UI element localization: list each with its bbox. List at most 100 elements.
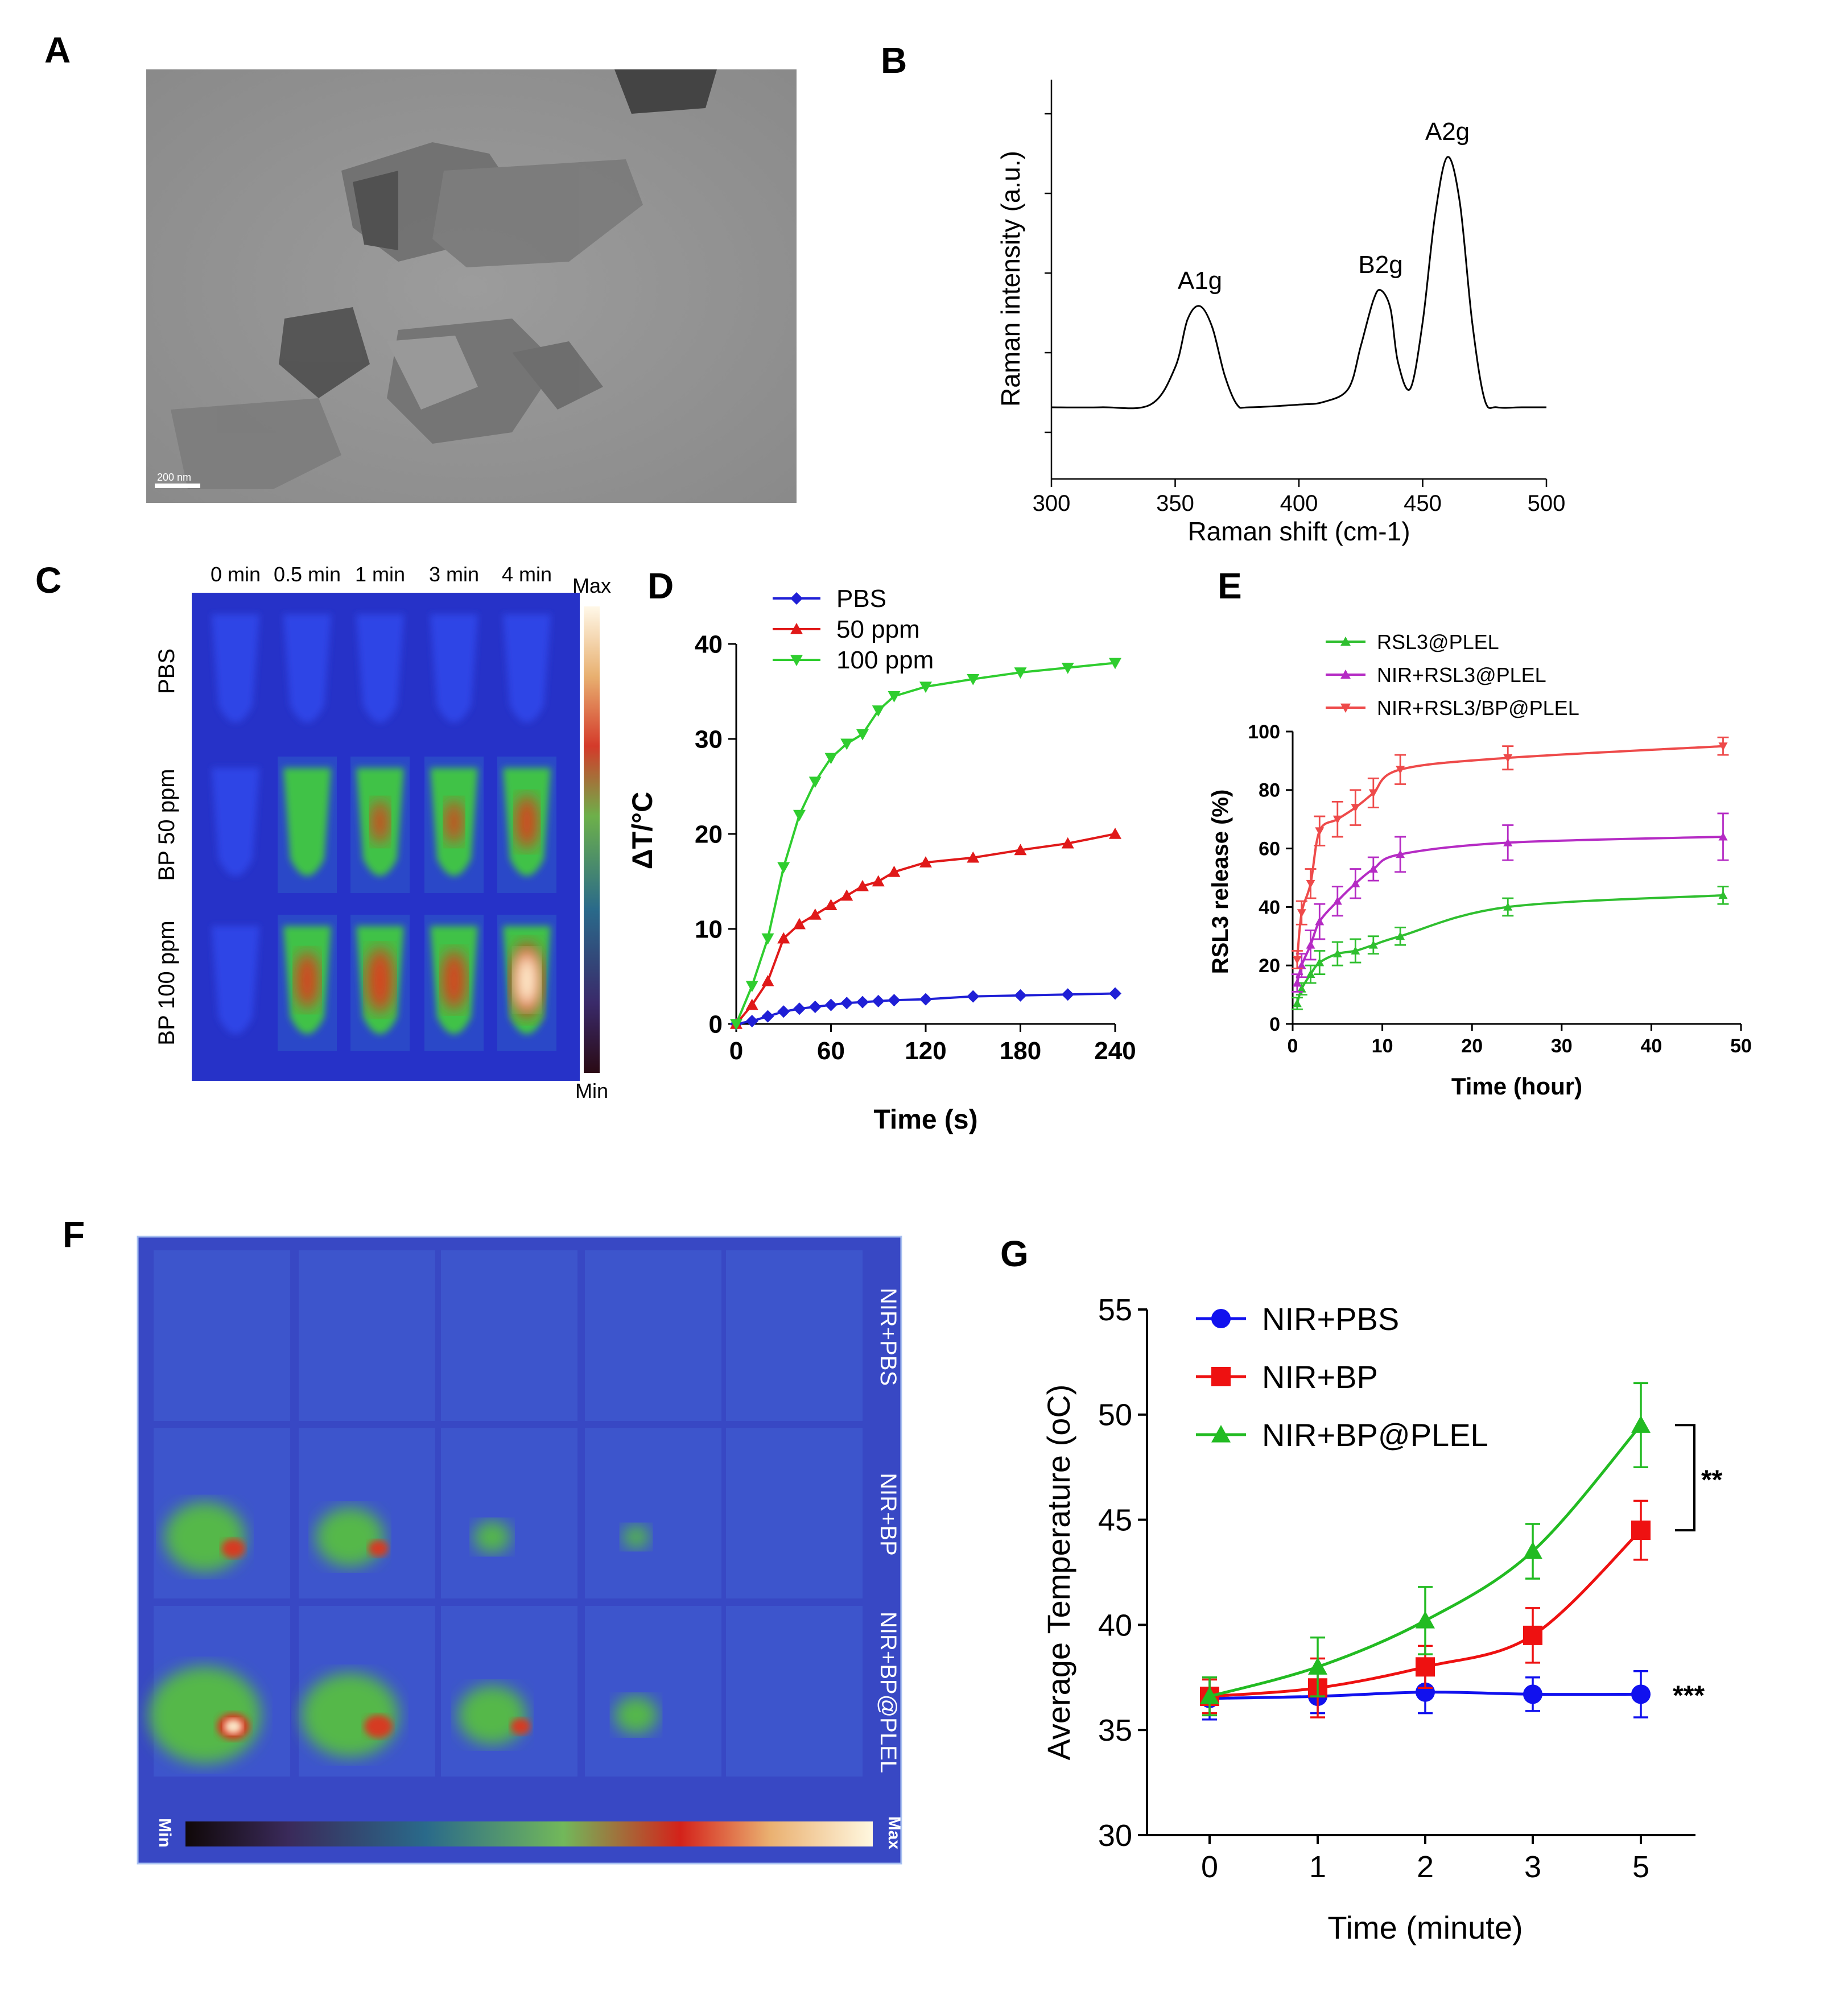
data-point	[1503, 754, 1513, 763]
column-label: 4 min	[502, 563, 552, 586]
x-tick-label: 500	[1528, 491, 1566, 516]
y-tick-label: 50	[1098, 1398, 1132, 1432]
data-point	[793, 809, 806, 821]
panel-letter-b: B	[881, 40, 907, 81]
scale-bar	[155, 484, 200, 488]
legend-marker	[1211, 1425, 1231, 1443]
y-axis-title: Average Temperature (oC)	[1041, 1385, 1076, 1761]
data-point	[1292, 999, 1302, 1007]
y-tick-label: 40	[1259, 897, 1280, 918]
y-tick-label: 30	[695, 725, 723, 753]
panel-letter-g: G	[1000, 1233, 1029, 1274]
panel-letter-c: C	[35, 560, 61, 601]
panel-letter-f: F	[63, 1214, 85, 1255]
data-point	[1297, 961, 1306, 969]
legend-label: PBS	[836, 585, 886, 613]
scale-min-label: Min	[575, 1079, 608, 1102]
raman-chart: 300 350 400 450 500 Raman shift (cm-1) Raman i…	[996, 80, 1565, 546]
thermal-cell	[585, 1428, 721, 1598]
legend-marker	[1340, 703, 1351, 713]
data-point	[1315, 958, 1325, 966]
tube-hotspot	[212, 614, 259, 722]
x-tick-label: 0	[1288, 1035, 1298, 1057]
series-line	[1296, 894, 1723, 1004]
data-point	[1503, 902, 1513, 911]
data-point	[1061, 662, 1074, 674]
raman-spectrum-line	[1051, 156, 1546, 410]
release-chart: 0 20 40 60 80 100 0 10 20 30 40 50 Time (hour) RSL3 r…	[1208, 630, 1752, 1100]
panel-c: C 0 min 0.5 min 1 min 3 min 4 min PBS BP 50 pp…	[35, 560, 611, 1102]
peak-label: A2g	[1425, 118, 1470, 146]
data-point	[793, 1002, 806, 1015]
tube-core	[441, 950, 467, 1010]
data-point	[1061, 988, 1074, 1001]
data-point	[1368, 864, 1378, 873]
data-point	[824, 998, 838, 1011]
data-point	[1351, 879, 1360, 887]
tube-core	[295, 951, 320, 1009]
panel-a: A 200 nm	[44, 30, 797, 503]
panel-e: E 0 20 40 60 80 100 0 10 20 30 40 50 Time (hour) RSL3…	[1208, 565, 1752, 1100]
tube-hotspot	[283, 614, 331, 722]
panel-b: B 300 350 400 450 500 Raman shift (cm-1) Raman…	[881, 40, 1565, 546]
thermal-cell	[154, 1250, 290, 1421]
y-tick-label: 20	[1259, 955, 1280, 977]
data-point	[1315, 917, 1325, 926]
tube-core	[444, 800, 464, 844]
row-label: PBS	[154, 648, 179, 694]
data-point	[967, 674, 980, 685]
y-axis-title: RSL3 release (%)	[1208, 790, 1233, 974]
data-point	[1396, 849, 1405, 858]
significance-bracket	[1675, 1424, 1695, 1532]
panel-letter-a: A	[44, 30, 71, 71]
tube-core	[366, 947, 394, 1013]
data-point	[1014, 989, 1027, 1002]
tube-core	[370, 800, 390, 844]
data-point	[872, 994, 885, 1007]
color-scale-bar	[185, 1821, 873, 1846]
data-point	[1332, 949, 1342, 958]
peak-label: A1g	[1178, 267, 1222, 295]
tissue-hotspot	[473, 1521, 511, 1554]
data-point	[967, 851, 980, 863]
data-point	[856, 879, 869, 891]
data-point	[1297, 984, 1306, 993]
data-point	[1306, 879, 1315, 889]
data-point	[777, 1005, 790, 1018]
data-point	[1200, 1687, 1219, 1704]
scale-bar-label: 200 nm	[157, 472, 191, 483]
data-point	[1061, 837, 1074, 849]
y-tick-label: 60	[1259, 838, 1280, 860]
series-line	[735, 833, 1116, 1025]
data-point	[777, 862, 790, 874]
data-point	[1523, 1684, 1542, 1704]
row-label: BP 100 ppm	[154, 920, 179, 1045]
x-tick-label: 0	[1201, 1850, 1218, 1884]
data-point	[761, 933, 774, 945]
x-tick-label: 60	[817, 1037, 845, 1065]
legend-marker	[790, 592, 803, 605]
series-line	[735, 662, 1116, 1024]
data-point	[1297, 909, 1306, 918]
data-point	[824, 899, 838, 911]
thermal-cell	[726, 1250, 863, 1421]
data-point	[888, 994, 901, 1007]
legend-marker	[790, 623, 803, 634]
data-point	[1306, 969, 1315, 978]
panel-letter-d: D	[647, 565, 674, 606]
panel-d: D 0 10 20 30 40 0 60 120 180 240 Time (s) ΔT/°C PBS5…	[626, 565, 1136, 1135]
legend-marker	[790, 655, 803, 666]
data-point	[1718, 832, 1728, 841]
x-tick-label: 1	[1309, 1850, 1326, 1884]
data-point	[967, 990, 980, 1003]
legend-label: NIR+RSL3@PLEL	[1377, 663, 1546, 687]
x-tick-label: 50	[1730, 1035, 1752, 1057]
data-point	[840, 889, 853, 901]
data-point	[808, 1000, 822, 1013]
data-point	[745, 1014, 758, 1027]
tube-hotspot	[283, 768, 331, 876]
y-tick-label: 100	[1248, 721, 1280, 743]
tube-hotspot	[212, 768, 259, 876]
x-tick-label: 300	[1033, 491, 1071, 516]
data-point	[1631, 1684, 1651, 1704]
